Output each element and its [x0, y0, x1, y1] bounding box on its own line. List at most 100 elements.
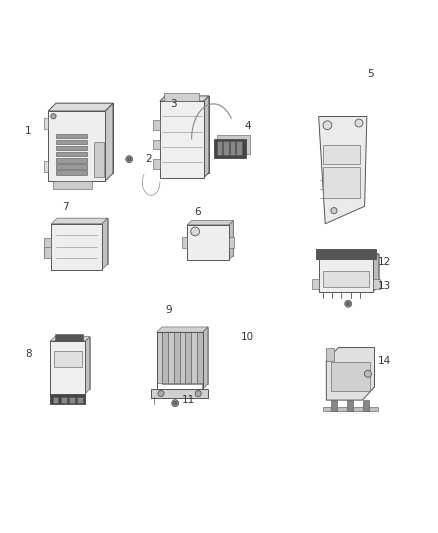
Text: 7: 7: [62, 203, 69, 212]
Polygon shape: [217, 135, 250, 154]
Bar: [43, 247, 51, 259]
Bar: [347, 400, 353, 411]
Polygon shape: [204, 96, 209, 178]
Polygon shape: [326, 348, 374, 400]
Bar: [217, 141, 222, 155]
Bar: [316, 249, 376, 259]
Bar: [323, 144, 360, 164]
Circle shape: [173, 401, 177, 405]
Polygon shape: [55, 336, 90, 389]
Circle shape: [172, 400, 179, 407]
Bar: [191, 332, 197, 383]
Text: 13: 13: [378, 281, 391, 291]
Bar: [185, 332, 191, 383]
Bar: [44, 161, 48, 172]
Circle shape: [191, 227, 200, 236]
Polygon shape: [102, 218, 107, 270]
Bar: [48, 111, 105, 181]
Text: 6: 6: [194, 207, 201, 217]
Bar: [323, 167, 360, 198]
Polygon shape: [48, 103, 113, 111]
Text: 2: 2: [145, 154, 152, 164]
Bar: [187, 225, 229, 260]
Text: 11: 11: [182, 395, 195, 405]
Bar: [69, 397, 75, 403]
Bar: [164, 93, 199, 101]
Bar: [53, 181, 92, 189]
Bar: [373, 279, 380, 289]
Polygon shape: [229, 221, 233, 260]
Bar: [160, 101, 204, 178]
Bar: [319, 259, 373, 292]
Polygon shape: [160, 96, 209, 101]
Text: 10: 10: [241, 332, 254, 342]
Bar: [223, 141, 229, 155]
Bar: [50, 341, 85, 393]
Bar: [197, 332, 202, 383]
Bar: [153, 140, 160, 149]
Bar: [229, 237, 234, 248]
Polygon shape: [51, 218, 107, 224]
Text: 8: 8: [25, 349, 32, 359]
Polygon shape: [187, 221, 233, 225]
Bar: [331, 362, 370, 391]
Bar: [51, 224, 102, 270]
Text: 9: 9: [165, 305, 172, 316]
Bar: [55, 334, 83, 341]
Circle shape: [127, 157, 131, 161]
Bar: [56, 146, 87, 150]
Bar: [214, 139, 246, 158]
Text: 12: 12: [378, 257, 391, 267]
Polygon shape: [156, 327, 208, 332]
Polygon shape: [324, 254, 378, 286]
Bar: [153, 120, 160, 130]
Bar: [230, 141, 235, 155]
Bar: [94, 142, 104, 177]
Text: 5: 5: [367, 69, 374, 79]
Bar: [156, 332, 162, 383]
Bar: [312, 279, 318, 289]
Circle shape: [126, 156, 133, 163]
Circle shape: [345, 300, 352, 307]
Bar: [50, 393, 85, 405]
Bar: [56, 134, 87, 139]
Polygon shape: [373, 254, 378, 292]
Polygon shape: [85, 336, 90, 393]
Polygon shape: [319, 254, 378, 259]
Bar: [180, 332, 185, 383]
Polygon shape: [192, 221, 233, 255]
Bar: [56, 158, 87, 163]
Bar: [56, 152, 87, 157]
Bar: [43, 238, 51, 255]
Bar: [168, 332, 174, 383]
Polygon shape: [202, 327, 208, 389]
Bar: [56, 164, 87, 168]
Bar: [182, 237, 187, 248]
Polygon shape: [105, 103, 113, 181]
Circle shape: [158, 391, 164, 397]
Circle shape: [195, 391, 201, 397]
Bar: [237, 141, 242, 155]
Text: 1: 1: [25, 126, 32, 136]
Polygon shape: [165, 96, 209, 173]
Bar: [331, 400, 337, 411]
Bar: [151, 389, 208, 398]
Bar: [153, 159, 160, 169]
Bar: [323, 407, 378, 411]
Bar: [162, 332, 168, 383]
Bar: [44, 118, 48, 128]
Circle shape: [51, 114, 56, 119]
Polygon shape: [162, 327, 208, 384]
Circle shape: [323, 121, 332, 130]
Polygon shape: [50, 336, 90, 341]
Circle shape: [355, 119, 363, 127]
Circle shape: [364, 370, 371, 377]
Bar: [54, 351, 82, 367]
Bar: [156, 332, 202, 389]
Bar: [364, 400, 369, 411]
Polygon shape: [319, 117, 367, 224]
Bar: [174, 332, 180, 383]
Bar: [323, 271, 369, 287]
Text: 4: 4: [244, 122, 251, 131]
Bar: [56, 171, 87, 174]
